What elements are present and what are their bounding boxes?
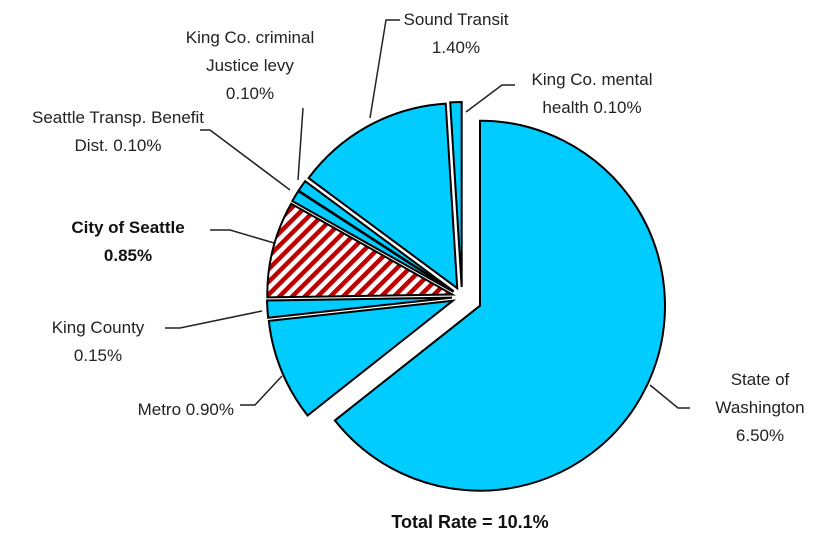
slice-label: State of Washington 6.50%: [705, 366, 815, 450]
value-label: 0.85%: [103, 246, 153, 265]
pie-slice: [266, 296, 453, 319]
pie-slice: [333, 119, 666, 492]
leader-line: [165, 310, 263, 329]
leader-line: [649, 384, 690, 409]
category-label: Metro: [137, 400, 182, 419]
slice-label: King County 0.15%: [52, 314, 145, 370]
leader-line: [465, 84, 515, 113]
value-label: 6.50%: [735, 426, 785, 445]
chart-title: Total Rate = 10.1%: [391, 512, 549, 532]
leader-line: [240, 375, 283, 406]
pie-slice: [266, 202, 457, 299]
value-label: 0.90%: [185, 400, 234, 419]
slice-label: King Co. mental health 0.10%: [510, 66, 675, 122]
category-label: King Co. mental health: [531, 70, 653, 117]
leader-line: [200, 129, 291, 191]
slice-label: Metro 0.90%: [104, 396, 234, 424]
value-label: 0.10%: [225, 84, 275, 103]
slice-label: City of Seattle 0.85%: [71, 214, 184, 270]
slice-label: King Co. criminal Justice levy 0.10%: [175, 24, 325, 108]
slice-label: Seattle Transp. Benefit Dist. 0.10%: [28, 104, 208, 160]
category-label: King Co. criminal Justice levy: [185, 28, 315, 75]
category-label: Seattle Transp. Benefit Dist.: [32, 108, 204, 155]
pie-slice: [267, 299, 457, 417]
category-label: Sound Transit: [403, 10, 509, 29]
pie-slice: [449, 101, 463, 288]
slice-label: Sound Transit 1.40%: [404, 6, 509, 62]
leader-line: [369, 19, 400, 119]
value-label: 1.40%: [431, 38, 481, 57]
pie-slice: [307, 102, 459, 291]
leader-line: [210, 229, 275, 244]
leader-line: [297, 107, 304, 181]
pie-slice: [297, 179, 455, 293]
value-label: 0.15%: [73, 346, 123, 365]
category-label: State of Washington: [715, 370, 805, 417]
value-label: 0.10%: [113, 136, 162, 155]
value-label: 0.10%: [593, 98, 642, 117]
category-label: City of Seattle: [71, 218, 185, 237]
category-label: King County: [51, 318, 145, 337]
